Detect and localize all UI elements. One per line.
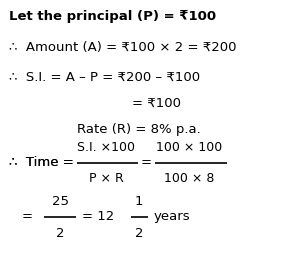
Text: Rate (R) = 8% p.a.: Rate (R) = 8% p.a. (77, 123, 201, 135)
Text: Let the principal (P) = ₹100: Let the principal (P) = ₹100 (9, 10, 216, 23)
Text: 25: 25 (52, 195, 69, 208)
Text: ∴  Time =: ∴ Time = (9, 156, 73, 169)
Text: = ₹100: = ₹100 (132, 97, 181, 110)
Text: 2: 2 (56, 227, 65, 240)
Text: =: = (141, 156, 152, 169)
Text: ∴  Amount (A) = ₹100 × 2 = ₹200: ∴ Amount (A) = ₹100 × 2 = ₹200 (9, 41, 236, 54)
Text: 1: 1 (135, 195, 144, 208)
Text: P × R: P × R (89, 172, 124, 185)
Text: 100 × 8: 100 × 8 (164, 172, 215, 185)
Text: =: = (22, 210, 33, 223)
Text: S.I. ×100: S.I. ×100 (77, 141, 135, 154)
Text: 100 × 100: 100 × 100 (156, 141, 222, 154)
Text: = 12: = 12 (82, 210, 114, 223)
Text: 2: 2 (135, 227, 144, 240)
Text: ∴  Time =: ∴ Time = (9, 156, 73, 169)
Text: years: years (154, 210, 190, 223)
Text: ∴  S.I. = A – P = ₹200 – ₹100: ∴ S.I. = A – P = ₹200 – ₹100 (9, 71, 200, 84)
